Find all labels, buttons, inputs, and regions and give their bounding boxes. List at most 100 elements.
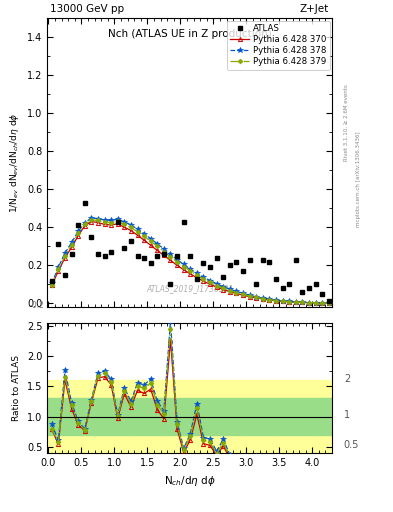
Pythia 6.428 370	[95, 220, 100, 226]
Pythia 6.428 370	[175, 262, 180, 268]
ATLAS	[142, 254, 147, 261]
ATLAS	[320, 291, 325, 297]
Pythia 6.428 379	[155, 243, 160, 249]
Pythia 6.428 379	[280, 298, 285, 304]
Pythia 6.428 370	[201, 278, 206, 284]
ATLAS	[181, 219, 186, 225]
Pythia 6.428 370	[221, 286, 226, 292]
Line: Pythia 6.428 378: Pythia 6.428 378	[49, 216, 332, 306]
Pythia 6.428 370	[89, 219, 94, 225]
Pythia 6.428 379	[188, 268, 193, 274]
Line: ATLAS: ATLAS	[50, 200, 331, 304]
ATLAS	[247, 257, 252, 263]
Pythia 6.428 370	[254, 295, 259, 301]
Text: 1: 1	[344, 410, 350, 420]
Pythia 6.428 370	[274, 297, 278, 304]
Pythia 6.428 379	[208, 280, 213, 286]
Pythia 6.428 378	[95, 216, 100, 222]
ATLAS	[69, 251, 74, 257]
Pythia 6.428 378	[69, 240, 74, 246]
ATLAS	[175, 253, 180, 259]
Pythia 6.428 378	[50, 281, 54, 287]
ATLAS	[280, 285, 285, 291]
Pythia 6.428 370	[56, 268, 61, 274]
Pythia 6.428 370	[129, 227, 133, 233]
Pythia 6.428 370	[228, 289, 232, 295]
Pythia 6.428 378	[162, 246, 166, 252]
Text: 2: 2	[344, 374, 350, 384]
Pythia 6.428 370	[241, 292, 245, 298]
Pythia 6.428 378	[62, 250, 67, 256]
Pythia 6.428 379	[181, 264, 186, 270]
ATLAS	[313, 281, 318, 287]
Pythia 6.428 378	[109, 217, 114, 223]
Pythia 6.428 379	[228, 288, 232, 294]
Pythia 6.428 370	[287, 299, 292, 305]
Pythia 6.428 370	[294, 299, 298, 305]
ATLAS	[116, 219, 120, 225]
Pythia 6.428 378	[208, 278, 213, 284]
Pythia 6.428 378	[56, 264, 61, 270]
ATLAS	[162, 251, 166, 257]
Pythia 6.428 370	[195, 274, 199, 281]
Pythia 6.428 379	[89, 217, 94, 223]
Pythia 6.428 378	[122, 219, 127, 225]
Pythia 6.428 378	[300, 299, 305, 305]
Pythia 6.428 379	[129, 224, 133, 230]
Pythia 6.428 379	[69, 242, 74, 248]
Pythia 6.428 379	[261, 295, 265, 302]
Pythia 6.428 370	[116, 221, 120, 227]
ATLAS	[267, 259, 272, 265]
Pythia 6.428 378	[195, 270, 199, 276]
Pythia 6.428 370	[76, 233, 81, 239]
ATLAS	[102, 253, 107, 259]
ATLAS	[234, 259, 239, 265]
Pythia 6.428 379	[313, 300, 318, 306]
Pythia 6.428 370	[50, 282, 54, 288]
Pythia 6.428 379	[241, 291, 245, 297]
Pythia 6.428 378	[102, 217, 107, 223]
Pythia 6.428 370	[148, 242, 153, 248]
ATLAS	[214, 254, 219, 261]
Pythia 6.428 370	[83, 223, 87, 229]
Pythia 6.428 378	[129, 222, 133, 228]
Pythia 6.428 379	[109, 220, 114, 226]
Text: mcplots.cern.ch [arXiv:1306.3436]: mcplots.cern.ch [arXiv:1306.3436]	[356, 132, 361, 227]
Pythia 6.428 370	[69, 244, 74, 250]
Pythia 6.428 378	[287, 298, 292, 305]
Pythia 6.428 370	[214, 284, 219, 290]
Text: -0.2: -0.2	[29, 301, 44, 310]
Pythia 6.428 379	[214, 283, 219, 289]
Pythia 6.428 379	[287, 298, 292, 305]
Pythia 6.428 370	[234, 290, 239, 296]
Pythia 6.428 379	[267, 296, 272, 303]
Pythia 6.428 379	[168, 253, 173, 260]
Pythia 6.428 379	[142, 233, 147, 240]
ATLAS	[122, 245, 127, 251]
Pythia 6.428 378	[247, 292, 252, 298]
ATLAS	[62, 272, 67, 278]
Pythia 6.428 370	[142, 237, 147, 243]
Pythia 6.428 378	[280, 298, 285, 304]
ATLAS	[109, 249, 114, 255]
Pythia 6.428 378	[320, 300, 325, 306]
Pythia 6.428 379	[76, 230, 81, 237]
Text: 13000 GeV pp: 13000 GeV pp	[50, 4, 124, 14]
ATLAS	[188, 253, 193, 259]
Pythia 6.428 370	[122, 224, 127, 230]
Pythia 6.428 378	[83, 220, 87, 226]
Text: Rivet 3.1.10, ≥ 2.6M events: Rivet 3.1.10, ≥ 2.6M events	[344, 84, 349, 161]
ATLAS	[201, 261, 206, 267]
Pythia 6.428 378	[214, 281, 219, 287]
Pythia 6.428 379	[175, 259, 180, 265]
Line: Pythia 6.428 379: Pythia 6.428 379	[50, 218, 331, 305]
Pythia 6.428 378	[188, 266, 193, 272]
Pythia 6.428 370	[162, 252, 166, 259]
Y-axis label: 1/N$_{ev}$ dN$_{ev}$/dN$_{ch}$/d$\eta$ d$\phi$: 1/N$_{ev}$ dN$_{ev}$/dN$_{ch}$/d$\eta$ d…	[8, 112, 21, 213]
Pythia 6.428 379	[56, 266, 61, 272]
Pythia 6.428 370	[62, 254, 67, 261]
Line: Pythia 6.428 370: Pythia 6.428 370	[50, 220, 331, 305]
ATLAS	[83, 200, 87, 206]
Pythia 6.428 379	[122, 221, 127, 227]
Pythia 6.428 370	[300, 300, 305, 306]
